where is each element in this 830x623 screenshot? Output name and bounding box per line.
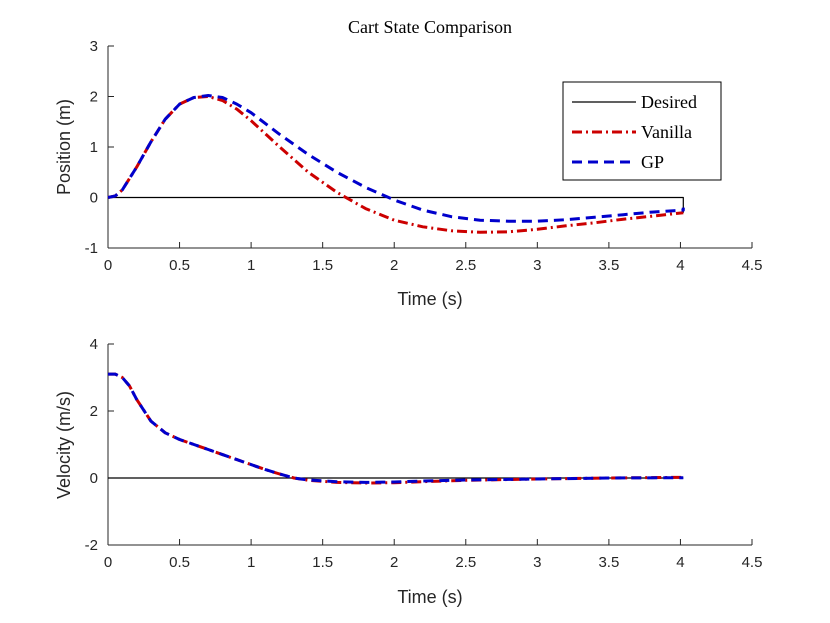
velocity-ylabel: Velocity (m/s) [54, 391, 74, 499]
x-tick-label: 1.5 [312, 257, 333, 274]
y-tick-label: 4 [90, 336, 98, 353]
x-tick-label: 2.5 [455, 554, 476, 571]
position-plot: 0 0.5 1 1.5 2 2.5 3 3.5 4 4.5 -1 0 1 2 3 [85, 38, 763, 274]
x-tick-label: 0.5 [169, 554, 190, 571]
y-tick-label: 1 [90, 139, 98, 156]
legend: Desired Vanilla GP [562, 81, 722, 181]
position-ylabel: Position (m) [54, 99, 74, 195]
x-tick-label: 0 [104, 257, 112, 274]
x-tick-label: 1.5 [312, 554, 333, 571]
legend-label-desired: Desired [641, 92, 697, 112]
series-gp-line [107, 94, 685, 223]
x-tick-label: 3.5 [598, 257, 619, 274]
series-vanilla-line [108, 372, 684, 485]
x-tick-label: 4 [676, 554, 684, 571]
x-tick-label: 2.5 [455, 257, 476, 274]
y-tick-label: -1 [85, 240, 98, 257]
x-tick-label: 0 [104, 554, 112, 571]
y-tick-label: 0 [90, 190, 98, 207]
y-tick-label: 3 [90, 38, 98, 55]
x-tick-label: 1 [247, 554, 255, 571]
x-tick-label: 2 [390, 554, 398, 571]
chart-title: Cart State Comparison [348, 17, 512, 37]
legend-label-vanilla: Vanilla [641, 122, 692, 142]
x-tick-label: 3 [533, 257, 541, 274]
y-tick-label: 2 [90, 403, 98, 420]
y-tick-label: 2 [90, 89, 98, 106]
y-tick-label: 0 [90, 470, 98, 487]
legend-label-gp: GP [641, 152, 664, 172]
position-xlabel: Time (s) [397, 289, 462, 309]
x-tick-label: 3 [533, 554, 541, 571]
series-desired-line [108, 196, 684, 213]
x-tick-label: 4 [676, 257, 684, 274]
x-tick-label: 4.5 [742, 554, 763, 571]
x-tick-label: 0.5 [169, 257, 190, 274]
x-tick-label: 3.5 [598, 554, 619, 571]
x-tick-label: 2 [390, 257, 398, 274]
velocity-xlabel: Time (s) [397, 587, 462, 607]
legend-box [562, 81, 722, 181]
series-gp-line [108, 372, 684, 484]
y-tick-label: -2 [85, 537, 98, 554]
x-tick-label: 1 [247, 257, 255, 274]
x-tick-label: 4.5 [742, 257, 763, 274]
velocity-plot: 0 0.5 1 1.5 2 2.5 3 3.5 4 4.5 -2 0 2 4 [85, 336, 763, 571]
